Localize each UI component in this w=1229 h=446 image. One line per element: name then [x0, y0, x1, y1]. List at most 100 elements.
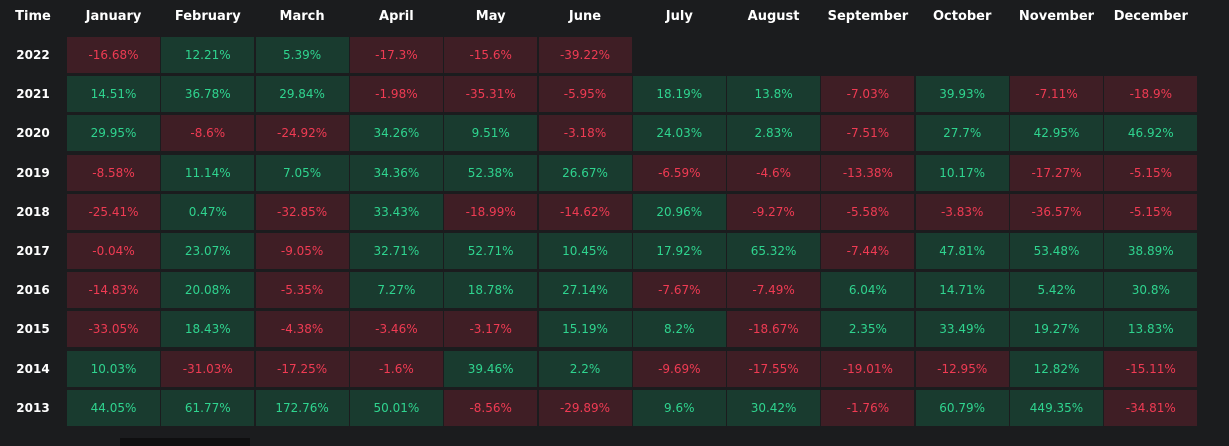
empty-cell [1010, 37, 1103, 73]
year-label: 2018 [16, 204, 50, 219]
positive-return-cell: 12.82% [1010, 350, 1103, 387]
positive-return-cell: 34.36% [349, 154, 443, 191]
empty-cell [727, 37, 820, 73]
header-time[interactable]: Time [15, 8, 51, 24]
negative-return-cell: -14.83% [67, 272, 160, 309]
header-february[interactable]: February [174, 8, 241, 24]
positive-return-cell: 18.43% [161, 311, 255, 348]
negative-return-cell: -5.58% [821, 193, 915, 230]
negative-return-cell: -7.44% [821, 233, 915, 269]
negative-return-cell: -0.04% [67, 233, 160, 269]
negative-return-cell: -36.57% [1010, 193, 1103, 230]
negative-return-cell: -7.67% [632, 272, 726, 309]
positive-return-cell: 27.7% [915, 115, 1009, 152]
year-label: 2016 [16, 283, 50, 298]
negative-return-cell: -17.25% [255, 350, 349, 387]
negative-return-cell: -9.69% [632, 350, 726, 387]
negative-return-cell: -17.27% [1010, 154, 1103, 191]
negative-return-cell: -39.22% [538, 37, 632, 73]
year-label: 2020 [16, 126, 50, 141]
positive-return-cell: 9.51% [444, 115, 538, 152]
positive-return-cell: 53.48% [1010, 233, 1103, 269]
positive-return-cell: 29.95% [67, 115, 160, 152]
positive-return-cell: 6.04% [821, 272, 915, 309]
negative-return-cell: -3.83% [915, 193, 1009, 230]
negative-return-cell: -33.05% [67, 311, 160, 348]
header-september[interactable]: September [827, 8, 909, 24]
positive-return-cell: 44.05% [67, 389, 160, 426]
positive-return-cell: 61.77% [161, 389, 255, 426]
negative-return-cell: -3.46% [349, 311, 443, 348]
header-october[interactable]: October [932, 8, 992, 24]
negative-return-cell: -7.03% [821, 76, 915, 113]
negative-return-cell: -34.81% [1104, 389, 1198, 426]
negative-return-cell: -17.55% [727, 350, 821, 387]
year-label: 2013 [16, 400, 50, 415]
negative-return-cell: -4.38% [255, 311, 349, 348]
positive-return-cell: 7.05% [255, 154, 349, 191]
positive-return-cell: 33.49% [915, 311, 1009, 348]
year-label: 2021 [16, 87, 50, 102]
negative-return-cell: -5.15% [1104, 193, 1198, 230]
header-june[interactable]: June [568, 8, 602, 24]
positive-return-cell: 20.96% [632, 193, 726, 230]
positive-return-cell: 30.42% [727, 389, 821, 426]
empty-cell [1104, 37, 1197, 73]
positive-return-cell: 14.51% [67, 76, 160, 113]
bottom-bar [120, 438, 250, 446]
positive-return-cell: 15.19% [538, 311, 632, 348]
header-march[interactable]: March [279, 8, 325, 24]
negative-return-cell: -1.76% [821, 389, 915, 426]
header-july[interactable]: July [665, 8, 693, 24]
positive-return-cell: 2.2% [538, 350, 632, 387]
year-label: 2019 [16, 165, 50, 180]
positive-return-cell: 7.27% [349, 272, 443, 309]
header-november[interactable]: November [1018, 8, 1095, 24]
negative-return-cell: -8.56% [444, 389, 538, 426]
negative-return-cell: -18.9% [1104, 76, 1198, 113]
positive-return-cell: 11.14% [161, 154, 255, 191]
positive-return-cell: 26.67% [538, 154, 632, 191]
positive-return-cell: 10.45% [538, 233, 632, 269]
year-label: 2017 [16, 244, 50, 258]
positive-return-cell: 14.71% [915, 272, 1009, 309]
positive-return-cell: 10.03% [67, 350, 160, 387]
header-may[interactable]: May [475, 8, 506, 24]
positive-return-cell: 23.07% [161, 233, 255, 269]
positive-return-cell: 8.2% [632, 311, 726, 348]
header-december[interactable]: December [1113, 8, 1188, 24]
positive-return-cell: 18.19% [632, 76, 726, 113]
positive-return-cell: 32.71% [349, 233, 443, 269]
negative-return-cell: -4.6% [727, 154, 821, 191]
header-april[interactable]: April [379, 8, 414, 24]
positive-return-cell: 36.78% [161, 76, 255, 113]
negative-return-cell: -14.62% [538, 193, 632, 230]
negative-return-cell: -5.15% [1104, 154, 1198, 191]
positive-return-cell: 12.21% [161, 37, 255, 73]
positive-return-cell: 17.92% [632, 233, 726, 269]
positive-return-cell: 24.03% [632, 115, 726, 152]
negative-return-cell: -15.11% [1104, 350, 1198, 387]
positive-return-cell: 5.42% [1010, 272, 1103, 309]
negative-return-cell: -5.95% [538, 76, 632, 113]
negative-return-cell: -29.89% [538, 389, 632, 426]
negative-return-cell: -3.18% [538, 115, 632, 152]
header-august[interactable]: August [747, 8, 800, 24]
positive-return-cell: 38.89% [1104, 233, 1198, 269]
negative-return-cell: -6.59% [632, 154, 726, 191]
empty-cell [821, 37, 914, 73]
positive-return-cell: 46.92% [1104, 115, 1198, 152]
positive-return-cell: 42.95% [1010, 115, 1103, 152]
negative-return-cell: -16.68% [67, 37, 160, 73]
positive-return-cell: 27.14% [538, 272, 632, 309]
positive-return-cell: 60.79% [915, 389, 1009, 426]
positive-return-cell: 20.08% [161, 272, 255, 309]
negative-return-cell: -19.01% [821, 350, 915, 387]
positive-return-cell: 52.71% [444, 233, 538, 269]
header-january[interactable]: January [85, 8, 142, 24]
positive-return-cell: 47.81% [915, 233, 1009, 269]
positive-return-cell: 30.8% [1104, 272, 1198, 309]
negative-return-cell: -7.11% [1010, 76, 1103, 113]
empty-cell [916, 37, 1009, 73]
